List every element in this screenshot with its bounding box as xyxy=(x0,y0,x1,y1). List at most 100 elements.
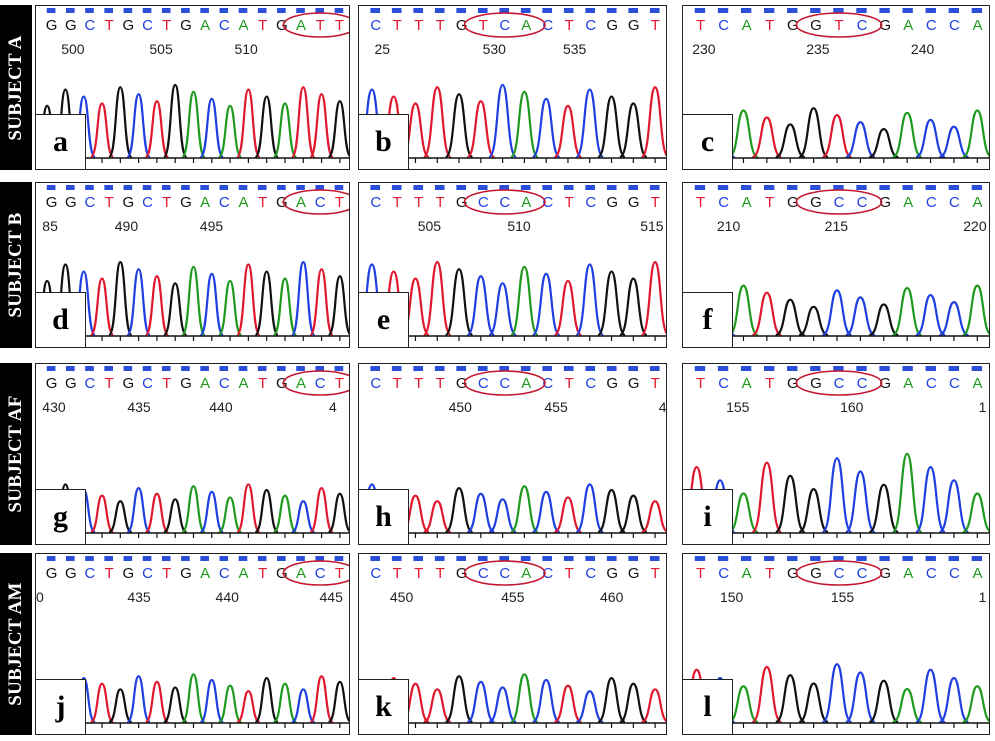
base-marker xyxy=(948,366,959,371)
base-call: C xyxy=(718,194,729,211)
base-call: G xyxy=(276,17,288,34)
trace-peak xyxy=(962,284,989,337)
base-marker xyxy=(856,8,867,13)
trace-peak xyxy=(466,100,495,159)
base-call: A xyxy=(238,17,248,34)
trace-peak xyxy=(217,104,243,159)
base-marker xyxy=(810,8,821,13)
trace-peak xyxy=(488,83,518,159)
base-marker xyxy=(764,8,775,13)
base-call: A xyxy=(296,17,306,34)
position-number: 435 xyxy=(127,589,151,605)
base-marker xyxy=(334,556,344,561)
base-marker xyxy=(833,185,844,190)
trace-peak xyxy=(640,86,666,159)
base-marker xyxy=(142,366,152,371)
codon-highlight-circle xyxy=(282,189,349,215)
base-call: G xyxy=(879,194,891,211)
position-number: 500 xyxy=(61,41,85,57)
base-marker xyxy=(104,185,113,190)
base-call: C xyxy=(499,17,510,34)
base-call: G xyxy=(810,375,822,392)
base-call: A xyxy=(742,194,752,211)
trace-peak xyxy=(422,261,452,337)
base-call: T xyxy=(651,565,660,582)
trace-peak xyxy=(444,675,474,724)
trace-peak xyxy=(553,104,583,159)
base-marker xyxy=(879,366,890,371)
base-marker xyxy=(181,366,190,371)
base-call: G xyxy=(123,375,135,392)
base-call: G xyxy=(606,375,618,392)
base-marker xyxy=(238,8,248,13)
base-marker xyxy=(787,556,798,561)
codon-highlight-circle xyxy=(463,370,546,396)
base-marker xyxy=(585,8,596,13)
base-call: G xyxy=(810,194,822,211)
trace-peak xyxy=(327,492,349,534)
base-call: T xyxy=(162,194,171,211)
base-marker xyxy=(740,556,752,561)
base-marker xyxy=(85,556,94,561)
base-call: G xyxy=(879,375,891,392)
base-call: A xyxy=(296,194,306,211)
base-marker xyxy=(787,8,798,13)
base-marker xyxy=(142,8,152,13)
base-call: T xyxy=(565,375,574,392)
base-call: C xyxy=(370,375,381,392)
panel-letter-box: c xyxy=(683,114,733,169)
base-marker xyxy=(902,185,913,190)
base-marker xyxy=(787,366,798,371)
base-marker xyxy=(334,185,344,190)
base-call: T xyxy=(258,17,267,34)
base-call: G xyxy=(276,194,288,211)
trace-peak xyxy=(868,127,899,159)
position-number: 1 xyxy=(979,589,987,605)
base-marker xyxy=(717,556,729,561)
base-call: G xyxy=(787,17,799,34)
base-call: G xyxy=(787,565,799,582)
base-marker xyxy=(628,8,639,13)
base-marker xyxy=(391,8,402,13)
base-marker xyxy=(717,185,729,190)
base-marker xyxy=(315,556,325,561)
base-call: T xyxy=(765,565,774,582)
trace-peak xyxy=(553,279,583,337)
base-marker xyxy=(585,556,596,561)
trace-peak xyxy=(272,102,298,159)
base-marker xyxy=(477,556,488,561)
base-call: T xyxy=(335,17,344,34)
trace-peak xyxy=(218,684,243,724)
base-marker xyxy=(161,366,171,371)
trace-peak xyxy=(575,483,604,534)
base-marker xyxy=(391,556,402,561)
trace-peak xyxy=(751,116,782,159)
trace-peak xyxy=(90,494,114,534)
base-call: C xyxy=(142,17,153,34)
base-call: G xyxy=(65,17,77,34)
trace-peak xyxy=(90,682,114,724)
base-marker xyxy=(181,556,190,561)
base-call: C xyxy=(585,565,596,582)
trace-peak xyxy=(423,500,452,534)
chromatogram-panel-b: C T T T G T C A C T C G G T 25 530 535 b xyxy=(358,5,667,170)
trace-peak xyxy=(488,686,517,724)
base-marker xyxy=(879,556,890,561)
panel-letter-box: e xyxy=(359,292,409,347)
codon-highlight-circle xyxy=(795,189,883,215)
base-marker xyxy=(948,556,959,561)
base-call: A xyxy=(238,565,248,582)
base-marker xyxy=(123,366,133,371)
trace-peak xyxy=(728,685,759,724)
base-call: G xyxy=(787,375,799,392)
trace-peak xyxy=(327,680,349,724)
base-call: C xyxy=(85,17,96,34)
position-number: 155 xyxy=(831,589,855,605)
base-call: C xyxy=(478,194,489,211)
base-call: A xyxy=(521,194,531,211)
position-number: 505 xyxy=(418,218,442,234)
trace-peak xyxy=(775,298,806,337)
trace-peak xyxy=(751,665,782,724)
position-number: 530 xyxy=(483,41,507,57)
